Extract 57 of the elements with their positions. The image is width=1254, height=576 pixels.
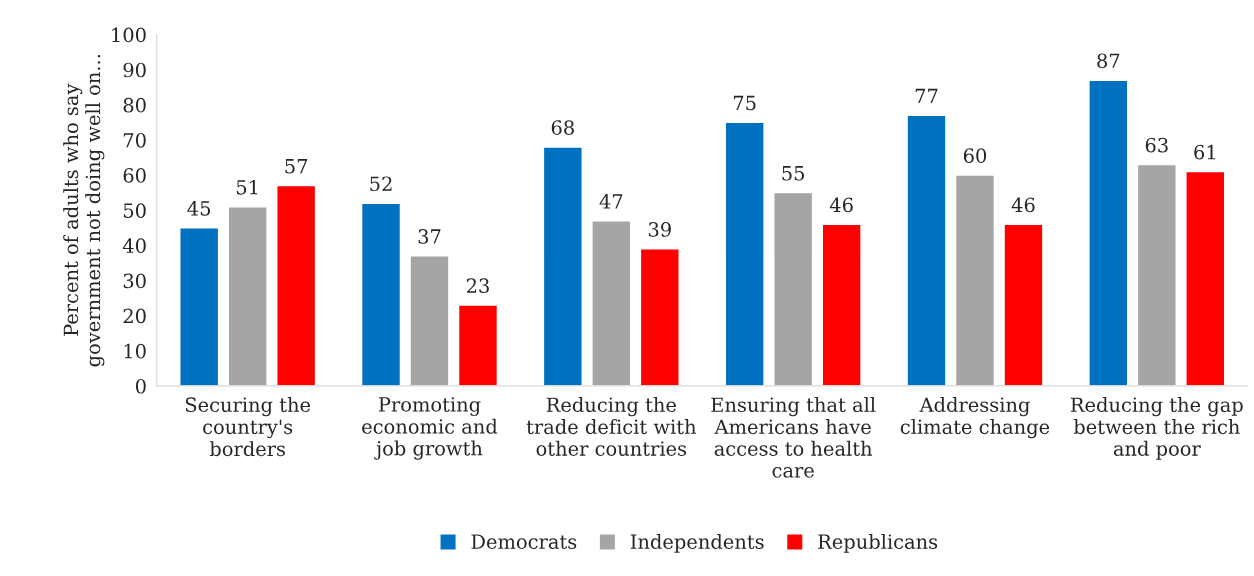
- y-tick-label: 10: [124, 343, 146, 359]
- data-label: 52: [370, 176, 392, 192]
- bar: [457, 304, 499, 386]
- data-label: 46: [829, 197, 853, 213]
- data-label: 57: [285, 159, 308, 174]
- y-tick-label: 0: [135, 378, 146, 394]
- bar: [542, 146, 583, 386]
- y-tick-label: 80: [123, 97, 146, 113]
- data-label: 55: [782, 166, 805, 181]
- bar: [591, 220, 632, 386]
- y-tick-label: 100: [112, 27, 146, 43]
- bar: [1136, 163, 1177, 386]
- data-label: 87: [1097, 53, 1120, 69]
- data-label: 39: [648, 222, 671, 237]
- data-label: 63: [1145, 137, 1168, 153]
- data-label: 51: [236, 179, 258, 195]
- data-label: 61: [1194, 144, 1215, 160]
- x-tick-label: Reducing the trade deficit with other countries: [526, 397, 697, 456]
- data-label: 75: [733, 95, 756, 111]
- y-tick-label: 40: [122, 238, 146, 254]
- bar: [1088, 79, 1129, 386]
- data-label: 47: [599, 193, 623, 209]
- bar: [227, 206, 268, 386]
- y-tick-label: 50: [123, 203, 146, 218]
- x-tick-label: Addressing climate change: [900, 397, 1050, 439]
- legend-label: Democrats: [471, 534, 577, 549]
- bar: [724, 121, 765, 386]
- data-label: 45: [187, 201, 211, 216]
- bar: [821, 223, 862, 386]
- data-label: 60: [963, 148, 987, 163]
- bar: [360, 202, 402, 386]
- data-label: 77: [915, 88, 938, 103]
- y-axis-title: Percent of adults who say government not doing well on...: [63, 54, 105, 367]
- y-tick-label: 20: [123, 308, 146, 324]
- bar: [276, 184, 317, 386]
- bar: [639, 248, 680, 386]
- bar: [773, 191, 814, 386]
- legend-label: Republicans: [818, 533, 938, 553]
- x-tick-label: Securing the country's borders: [185, 397, 311, 457]
- y-tick-label: 90: [123, 62, 146, 78]
- x-tick-label: Ensuring that all Americans have access to health care: [711, 397, 876, 478]
- y-tick-label: 30: [123, 273, 146, 289]
- bar: [1185, 170, 1226, 386]
- bar: [179, 227, 220, 386]
- bar: [409, 255, 450, 386]
- x-tick-label: Promoting economic and job growth: [362, 397, 498, 460]
- data-label: 37: [418, 229, 441, 244]
- x-tick-label: Reducing the gap between the rich and poor: [1070, 397, 1243, 460]
- bar: [906, 114, 947, 386]
- data-label: 23: [466, 278, 489, 294]
- legend-label: Independents: [630, 533, 764, 553]
- y-tick-label: 70: [123, 132, 146, 148]
- bar: [954, 174, 996, 386]
- bar: [1003, 223, 1044, 386]
- y-tick-label: 60: [123, 168, 146, 183]
- data-label: 68: [551, 120, 574, 135]
- data-label: 46: [1011, 197, 1035, 213]
